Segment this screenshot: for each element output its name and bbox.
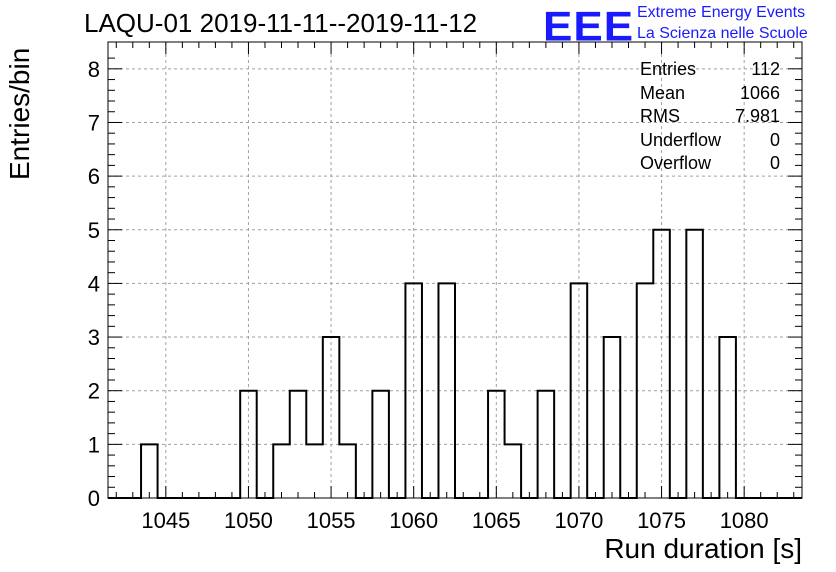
histogram-bin [141,444,158,498]
x-tick-label: 1075 [637,508,686,533]
x-tick-label: 1080 [720,508,769,533]
x-tick-label: 1070 [554,508,603,533]
logo-line-1: Extreme Energy Events [637,4,806,21]
y-tick-label: 3 [88,325,100,350]
histogram-bin [273,444,290,498]
logo-line-2: La Scienza nelle Scuole [637,25,808,42]
y-tick-label: 1 [88,432,100,457]
histogram-bin [306,444,323,498]
histogram-bin [290,391,307,498]
stat-mean-label: Mean [640,82,686,103]
histogram-bin [438,283,455,498]
histogram-series [108,228,802,499]
histogram-bin [323,337,340,498]
stat-rms-label: RMS [640,106,680,126]
x-tick-label: 1055 [307,508,356,533]
histogram-bin [405,283,422,498]
histogram-bin [571,283,588,498]
stat-underflow: Underflow 0 [640,129,780,153]
histogram-bin [372,391,389,498]
y-axis-label: Entries/bin [4,47,35,180]
x-axis-label: Run duration [s] [604,533,802,564]
y-tick-label: 2 [88,379,100,404]
stat-entries: Entries 112 [640,58,780,82]
y-tick-label: 0 [88,486,100,511]
stat-overflow: Overflow 0 [640,152,780,176]
histogram-bin [488,391,505,498]
y-tick-label: 5 [88,218,100,243]
histogram-bin [686,230,703,498]
stat-rms: RMS 7.981 [640,105,780,129]
histogram-bin [604,337,621,498]
stat-entries-label: Entries [640,59,697,79]
y-tick-label: 6 [88,164,100,189]
histogram-bin [240,391,257,498]
stat-underflow-value: 0 [769,129,780,150]
stat-overflow-value: 0 [769,153,780,173]
histogram-bin [505,444,522,498]
x-tick-label: 1065 [472,508,521,533]
stat-entries-value: 112 [751,59,780,79]
axis-ticks [108,42,802,499]
x-tick-label: 1050 [224,508,273,533]
histogram-bin [538,391,555,498]
y-tick-label: 8 [88,57,100,82]
x-tick-label: 1060 [389,508,438,533]
x-tick-label: 1045 [141,508,190,533]
stat-mean: Mean 1066 [640,82,780,106]
chart-title: LAQU-01 2019-11-11--2019-11-12 [84,8,478,38]
tick-labels: 1045 1050 1055 1060 1065 1070 1075 1080 0 1 2 3 4 5 6 7… [88,57,769,533]
histogram-bin [653,230,670,498]
histogram-bin [719,337,736,498]
y-tick-label: 7 [88,110,100,135]
histogram-bin [637,283,654,498]
plot-frame [107,41,803,499]
stats-box: Entries 112 Mean 1066 RMS 7.981 Underflo… [640,58,780,176]
eee-logo: EEE [543,3,635,50]
stat-rms-value: 7.981 [734,106,780,126]
stat-mean-value: 1066 [739,82,780,103]
histogram-bin [339,444,356,498]
stat-underflow-label: Underflow [640,129,722,150]
stat-overflow-label: Overflow [640,153,712,173]
y-tick-label: 4 [88,271,100,296]
